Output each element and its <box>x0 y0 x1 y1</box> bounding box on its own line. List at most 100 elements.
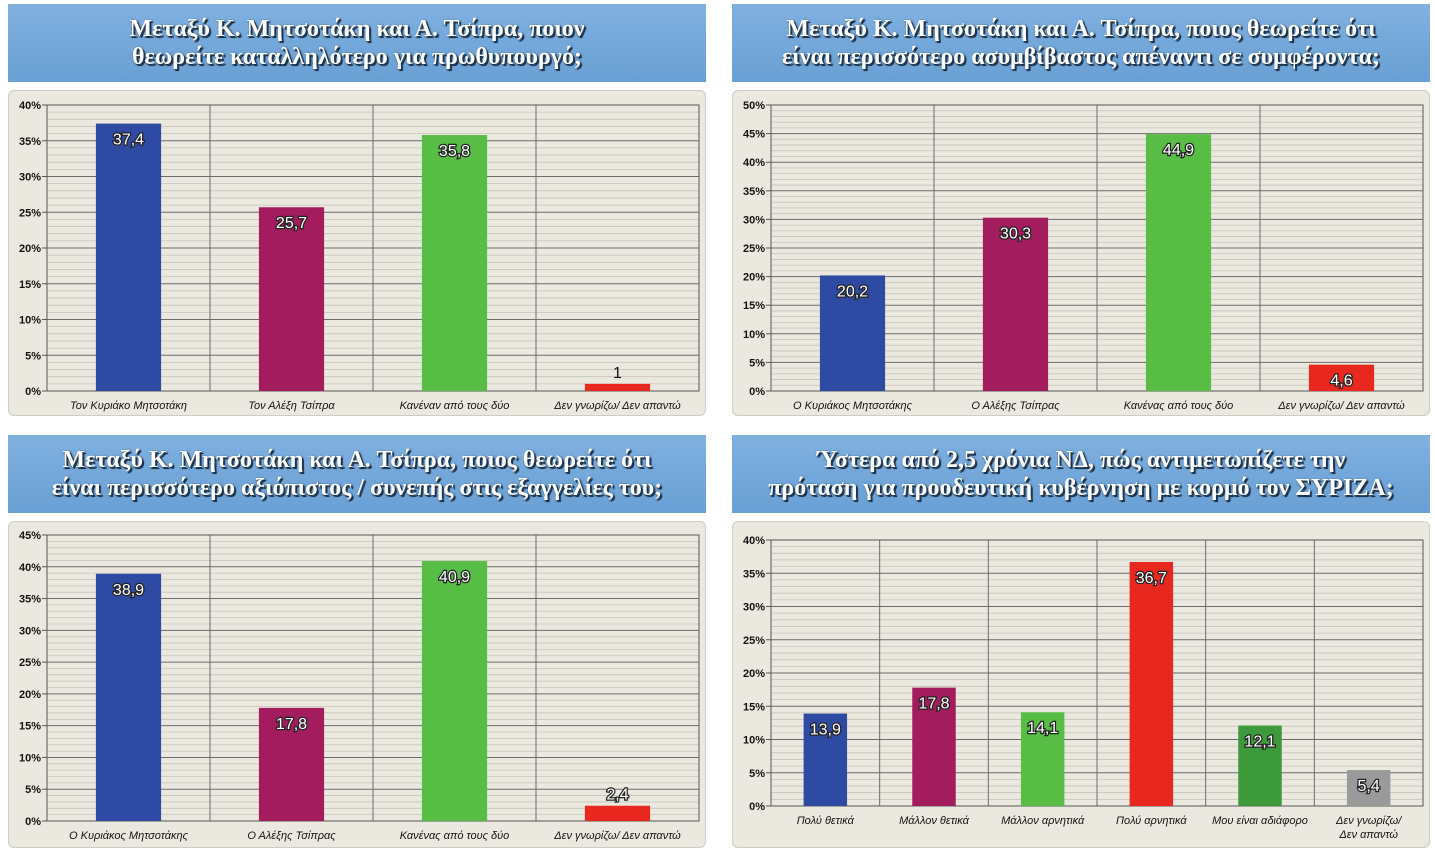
bar <box>912 687 956 806</box>
y-tick-label: 15% <box>743 701 765 713</box>
chart-title-1-line-1: Μεταξύ Κ. Μητσοτάκη και Α. Τσίπρα, ποιον <box>129 16 585 42</box>
y-tick-label: 10% <box>19 315 41 327</box>
category-label: Τον Κυριάκο Μητσοτάκη <box>70 400 187 412</box>
chart-title-4: Ύστερα από 2,5 χρόνια ΝΔ, πώς αντιμετωπί… <box>732 435 1430 513</box>
chart-title-1: Μεταξύ Κ. Μητσοτάκη και Α. Τσίπρα, ποιον… <box>8 4 706 82</box>
y-tick-label: 35% <box>19 136 41 148</box>
y-tick-label: 25% <box>743 243 765 255</box>
value-label: 5,4 <box>1358 778 1380 795</box>
chart-title-4-line-2: πρόταση για προοδευτική κυβέρνηση με κορ… <box>768 475 1394 501</box>
category-label: Κανένας από τους δύο <box>1124 400 1234 412</box>
category-label: Πολύ αρνητικά <box>1116 815 1187 827</box>
chart-panel-1: Μεταξύ Κ. Μητσοτάκη και Α. Τσίπρα, ποιον… <box>8 4 706 416</box>
y-tick-label: 20% <box>19 243 41 255</box>
chart-area-3: 0% 5% 10% 15% 20% 25% 30% 35% 40% 45% 38,9 Ο Κυριάκ… <box>8 521 706 848</box>
value-label: 17,8 <box>276 716 307 733</box>
value-label: 25,7 <box>276 215 307 232</box>
category-label: Ο Αλέξης Τσίπρας <box>247 830 336 842</box>
y-tick-label: 45% <box>743 129 765 141</box>
value-label: 14,1 <box>1027 720 1058 737</box>
y-tick-label: 20% <box>19 689 41 701</box>
bar <box>1238 725 1282 806</box>
bar <box>421 135 488 391</box>
chart-area-2: 0% 5% 10% 15% 20% 25% 30% 35% 40% 45% 50% 20,2 Ο Κυρ… <box>732 90 1430 416</box>
category-label: Δεν γνωρίζω/ <box>1335 815 1402 827</box>
y-tick-label: 20% <box>743 272 765 284</box>
y-tick-label: 10% <box>19 752 41 764</box>
value-label: 36,7 <box>1136 570 1167 587</box>
value-label: 20,2 <box>837 283 868 300</box>
bar <box>95 573 162 821</box>
chart-panel-2: Μεταξύ Κ. Μητσοτάκη και Α. Τσίπρα, ποιος… <box>732 4 1430 416</box>
category-label: Δεν γνωρίζω/ Δεν απαντώ <box>553 400 681 412</box>
bar <box>982 217 1049 391</box>
y-tick-label: 0% <box>25 386 41 398</box>
category-label: Μάλλον θετικά <box>899 815 970 827</box>
bar <box>421 561 488 821</box>
value-label: 37,4 <box>113 132 144 149</box>
y-tick-label: 40% <box>743 535 765 547</box>
value-label: 44,9 <box>1163 142 1194 159</box>
bar <box>258 207 325 391</box>
bar <box>819 275 886 391</box>
category-label: Τον Αλέξη Τσίπρα <box>248 400 335 412</box>
bar-chart-1: 0% 5% 10% 15% 20% 25% 30% 35% 40% 37,4 Τον Κυριάκο… <box>19 100 700 412</box>
value-label: 12,1 <box>1244 734 1275 751</box>
y-tick-label: 0% <box>749 386 765 398</box>
bar <box>584 805 651 821</box>
y-tick-label: 0% <box>25 816 41 828</box>
bar <box>803 713 848 806</box>
y-tick-label: 15% <box>743 300 765 312</box>
y-tick-label: 5% <box>25 784 41 796</box>
category-label: Δεν απαντώ <box>1338 829 1398 841</box>
y-tick-label: 5% <box>25 350 41 362</box>
y-tick-label: 40% <box>743 157 765 169</box>
chart-title-2-line-2: είναι περισσότερο ασυμβίβαστος απέναντι … <box>782 44 1380 70</box>
value-label: 38,9 <box>113 582 144 599</box>
chart-panel-3: Μεταξύ Κ. Μητσοτάκη και Α. Τσίπρα, ποιος… <box>8 435 706 848</box>
value-label: 1 <box>613 365 622 382</box>
chart-area-4: 0% 5% 10% 15% 20% 25% 30% 35% 40% 13,9 Πολύ θετικά… <box>732 521 1430 848</box>
y-tick-label: 30% <box>743 214 765 226</box>
y-tick-label: 35% <box>743 568 765 580</box>
bar <box>1129 561 1174 806</box>
chart-panel-4: Ύστερα από 2,5 χρόνια ΝΔ, πώς αντιμετωπί… <box>732 435 1430 848</box>
bar <box>1346 770 1391 806</box>
y-tick-label: 5% <box>749 357 765 369</box>
chart-area-1: 0% 5% 10% 15% 20% 25% 30% 35% 40% 37,4 Τον Κυριάκο… <box>8 90 706 416</box>
category-label: Κανένας από τους δύο <box>400 830 510 842</box>
y-tick-label: 40% <box>19 562 41 574</box>
y-tick-label: 45% <box>19 530 41 542</box>
y-tick-label: 15% <box>19 279 41 291</box>
bar <box>584 383 651 391</box>
value-label: 30,3 <box>1000 226 1031 243</box>
category-label: Ο Κυριάκος Μητσοτάκης <box>793 400 913 412</box>
bar-chart-2: 0% 5% 10% 15% 20% 25% 30% 35% 40% 45% 50% 20,2 Ο Κυρ… <box>743 100 1424 412</box>
bar <box>1308 364 1375 391</box>
category-label: Ο Αλέξης Τσίπρας <box>971 400 1060 412</box>
category-label: Κανέναν από τους δύο <box>400 400 510 412</box>
category-label: Ο Κυριάκος Μητσοτάκης <box>69 830 189 842</box>
category-label: Δεν γνωρίζω/ Δεν απαντώ <box>553 830 681 842</box>
bar <box>1145 134 1212 391</box>
y-tick-label: 25% <box>743 635 765 647</box>
y-tick-label: 50% <box>743 100 765 112</box>
bar-chart-4: 0% 5% 10% 15% 20% 25% 30% 35% 40% 13,9 Πολύ θετικά… <box>743 535 1424 841</box>
y-tick-label: 5% <box>749 768 765 780</box>
y-tick-label: 30% <box>19 625 41 637</box>
value-label: 40,9 <box>439 569 470 586</box>
bar <box>95 123 162 391</box>
bar <box>1020 712 1065 806</box>
y-tick-label: 10% <box>743 735 765 747</box>
chart-title-2-line-1: Μεταξύ Κ. Μητσοτάκη και Α. Τσίπρα, ποιος… <box>786 16 1376 42</box>
plot-frame <box>46 534 700 822</box>
category-label: Μάλλον αρνητικά <box>1001 815 1085 827</box>
y-tick-label: 25% <box>19 207 41 219</box>
y-tick-label: 35% <box>743 186 765 198</box>
bar <box>258 707 325 821</box>
chart-title-3-line-1: Μεταξύ Κ. Μητσοτάκη και Α. Τσίπρα, ποιος… <box>62 447 652 473</box>
y-tick-label: 15% <box>19 721 41 733</box>
chart-title-3: Μεταξύ Κ. Μητσοτάκη και Α. Τσίπρα, ποιος… <box>8 435 706 513</box>
chart-title-4-line-1: Ύστερα από 2,5 χρόνια ΝΔ, πώς αντιμετωπί… <box>816 447 1346 473</box>
y-tick-label: 20% <box>743 668 765 680</box>
